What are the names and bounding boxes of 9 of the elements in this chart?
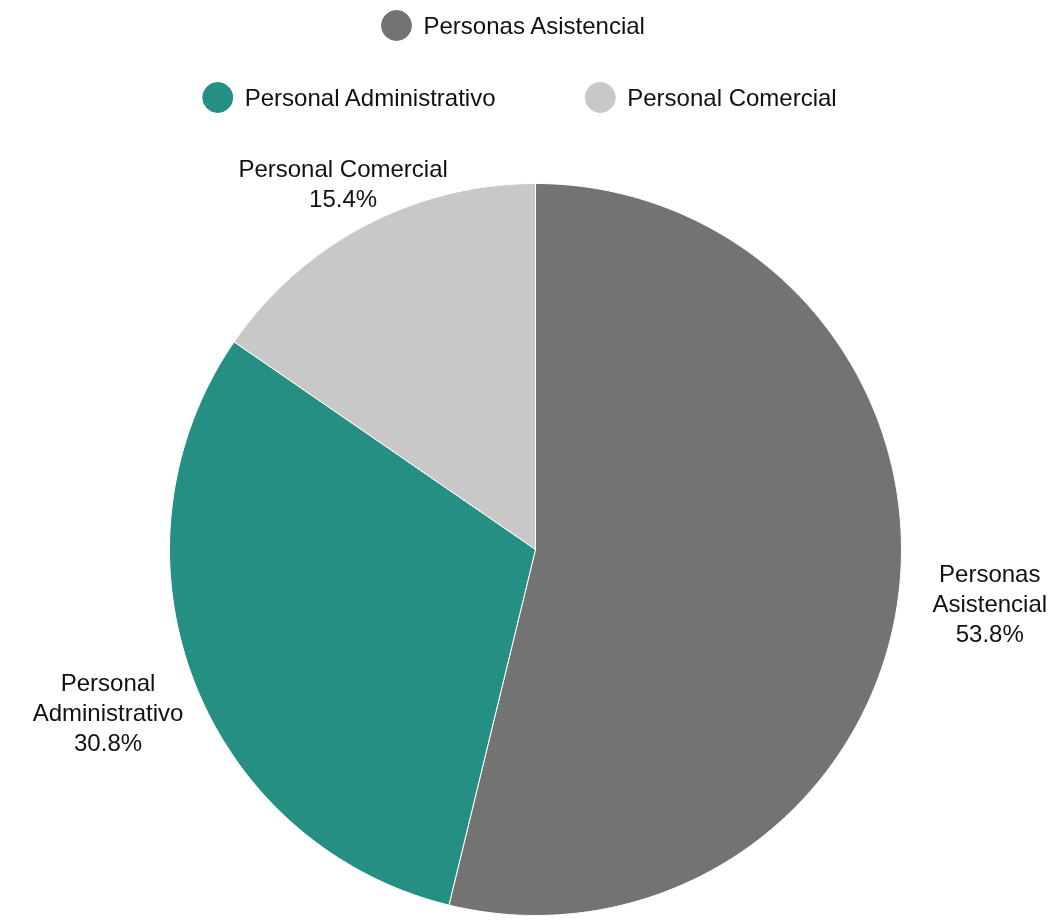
legend-label: Personas Asistencial — [423, 12, 645, 39]
data-label: 15.4% — [309, 184, 378, 212]
data-label: 30.8% — [74, 729, 143, 757]
slice-label: Personas Asistencial — [932, 560, 1048, 618]
slice-label: Personal Administrativo — [32, 669, 184, 727]
legend-label: Personal Comercial — [627, 84, 837, 111]
slice-label: Personal Comercial — [238, 154, 448, 182]
legend-label: Personal Administrativo — [244, 84, 496, 111]
data-label: 53.8% — [955, 620, 1024, 648]
